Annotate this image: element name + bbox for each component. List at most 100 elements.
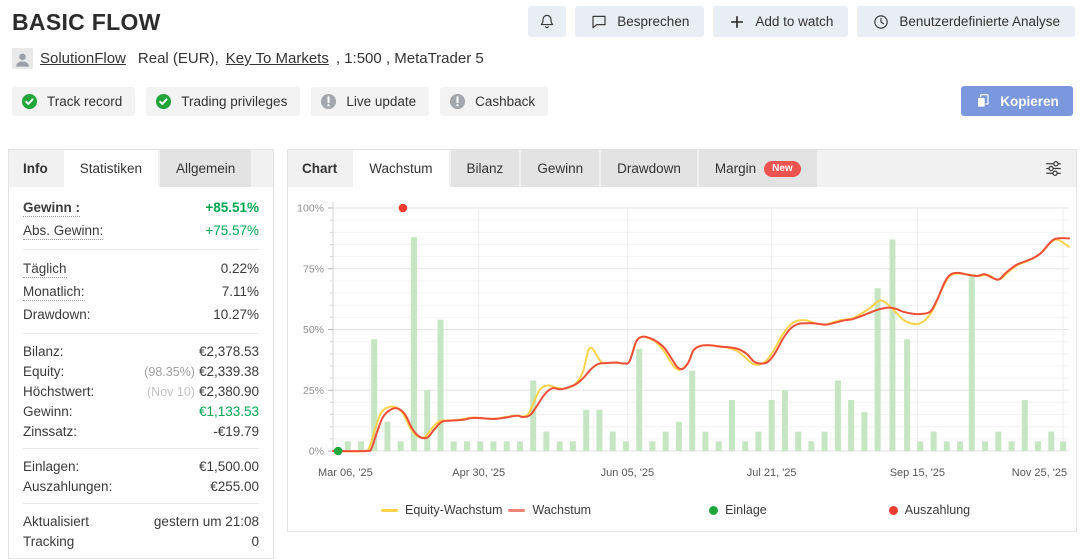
- stat-label: Gewinn:: [23, 403, 73, 419]
- chart-tab-wachstum[interactable]: Wachstum: [353, 150, 449, 187]
- stats-panel: Info Statistiken Allgemein Gewinn : +85.51%…: [8, 149, 274, 559]
- stat-value-text: €1,133.53: [198, 403, 259, 419]
- weekly-bar: [490, 441, 497, 451]
- bell-icon: [541, 14, 554, 28]
- weekly-bar: [596, 409, 603, 451]
- stat-label: Tracking: [23, 533, 75, 549]
- stat-value: €2,378.53: [199, 344, 259, 359]
- weekly-bar: [834, 380, 841, 451]
- stats-tabs: Info Statistiken Allgemein: [9, 150, 253, 187]
- stat-row: Equity: (98.35%) €2,339.38: [23, 361, 259, 381]
- check-icon: [156, 93, 172, 109]
- x-axis-label: Nov 25, '25: [1012, 467, 1067, 479]
- weekly-bar: [1021, 400, 1028, 451]
- weekly-bar: [702, 431, 709, 451]
- kopieren-label: Kopieren: [1000, 93, 1059, 109]
- chart-tab-margin[interactable]: Margin New: [698, 150, 817, 187]
- legend-item-equity-wachstum: Equity-Wachstum: [381, 503, 502, 517]
- badge-trading-privileges: Trading privileges: [146, 86, 301, 116]
- stat-value: €255.00: [210, 479, 259, 494]
- weekly-bar: [397, 441, 404, 451]
- stat-value-text: 0.22%: [220, 261, 259, 276]
- weekly-bar: [437, 319, 444, 451]
- weekly-bar: [450, 441, 457, 451]
- stat-row: Gewinn : +85.51%: [23, 196, 259, 219]
- stat-value-text: +75.57%: [205, 223, 259, 238]
- broker-link[interactable]: Key To Markets: [225, 50, 329, 67]
- stat-label: Bilanz:: [23, 343, 64, 359]
- chart-tab-bilanz[interactable]: Bilanz: [450, 150, 520, 187]
- weekly-bar: [344, 441, 351, 451]
- avatar: [12, 48, 33, 69]
- weekly-bar: [503, 441, 510, 451]
- series-wachstum: [332, 237, 1070, 453]
- stat-row: Aktualisiert gestern um 21:08: [23, 511, 259, 531]
- discuss-button[interactable]: Besprechen: [575, 6, 705, 37]
- weekly-bar: [917, 441, 924, 451]
- legend-label: Einlage: [725, 503, 767, 517]
- author-link[interactable]: SolutionFlow: [40, 50, 126, 67]
- stats-list: Gewinn : +85.51% Abs. Gewinn: +75.57% Täglic…: [9, 187, 273, 558]
- weekly-bar: [715, 441, 722, 451]
- y-axis-label: 100%: [297, 203, 324, 215]
- stat-value-text: €2,339.38: [198, 363, 259, 379]
- legend-item-einlage: Einlage: [709, 503, 767, 517]
- custom-analysis-button[interactable]: Benutzerdefinierte Analyse: [857, 6, 1075, 37]
- stat-row: Einlagen: €1,500.00: [23, 456, 259, 476]
- weekly-bar: [516, 441, 523, 451]
- stat-label: Gewinn :: [23, 200, 80, 217]
- tab-label: Info: [23, 161, 48, 176]
- stat-label-text: Täglich: [23, 261, 67, 278]
- kopieren-button[interactable]: Kopieren: [961, 86, 1073, 116]
- stats-tabstrip: Info Statistiken Allgemein: [9, 150, 273, 187]
- legend-line-swatch: [381, 508, 398, 512]
- stat-label: Drawdown:: [23, 307, 91, 322]
- stat-row: Gewinn: €1,133.53: [23, 401, 259, 421]
- y-axis-label: 25%: [303, 385, 324, 397]
- stats-tab-allgemein[interactable]: Allgemein: [160, 150, 252, 187]
- tab-label: Bilanz: [466, 161, 504, 176]
- add-to-watch-button[interactable]: Add to watch: [713, 6, 849, 37]
- badge-cashback: Cashback: [440, 86, 549, 116]
- weekly-bar: [477, 441, 484, 451]
- stat-row: Drawdown: 10.27%: [23, 303, 259, 326]
- stat-value-text: €2,380.90: [198, 383, 259, 399]
- discuss-label: Besprechen: [617, 14, 690, 29]
- x-axis-label: Mar 06, '25: [318, 467, 373, 479]
- x-axis-label: Jul 21, '25: [747, 467, 797, 479]
- account-details-text: , 1:500 , MetaTrader 5: [335, 50, 484, 67]
- stat-value-text: 0: [251, 533, 259, 549]
- comment-icon: [592, 15, 606, 28]
- x-axis-label: Sep 15, '25: [890, 467, 945, 479]
- copy-icon: [977, 94, 989, 108]
- stat-label: Aktualisiert: [23, 513, 90, 529]
- weekly-bar: [1008, 441, 1015, 451]
- weekly-bar: [569, 441, 576, 451]
- weekly-bar: [781, 390, 788, 452]
- stat-value: gestern um 21:08: [154, 514, 259, 529]
- weekly-bar: [904, 339, 911, 451]
- notifications-button[interactable]: [528, 6, 567, 37]
- chart-tab-drawdown[interactable]: Drawdown: [601, 150, 697, 187]
- stats-tab-statistiken[interactable]: Statistiken: [63, 150, 159, 187]
- legend-label: Auszahlung: [904, 503, 971, 517]
- chart-tabs: Chart Wachstum Bilanz Gewinn Drawdown Margin N…: [288, 150, 819, 187]
- stats-tab-info: Info: [9, 150, 62, 187]
- badges: Track record Trading privileges Live updat…: [12, 86, 549, 116]
- tab-label: Wachstum: [369, 161, 433, 176]
- stat-label-text: Monatlich:: [23, 284, 85, 301]
- person-icon: [16, 53, 29, 67]
- account-type-text: Real (EUR),: [137, 50, 219, 67]
- chart-tab-gewinn[interactable]: Gewinn: [521, 150, 600, 187]
- title-row: BASIC FLOW Besprechen Add to watch Benutze…: [8, 6, 1075, 37]
- y-axis-label: 50%: [303, 324, 324, 336]
- header: BASIC FLOW Besprechen Add to watch Benutze…: [8, 6, 1075, 116]
- chart-settings-button[interactable]: [1031, 150, 1076, 187]
- custom-analysis-label: Benutzerdefinierte Analyse: [899, 14, 1060, 29]
- weekly-bar: [556, 441, 563, 451]
- weekly-bar: [768, 400, 775, 451]
- stat-value: 7.11%: [222, 284, 259, 299]
- badge-label: Cashback: [475, 93, 536, 109]
- weekly-bar: [622, 441, 629, 451]
- stat-value-text: 7.11%: [221, 284, 259, 299]
